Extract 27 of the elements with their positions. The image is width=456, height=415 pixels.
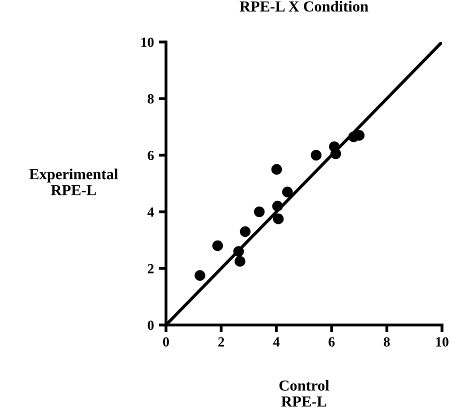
y-tick-label: 0: [148, 320, 154, 330]
y-tick-label: 2: [148, 264, 154, 274]
point: [212, 240, 223, 252]
point: [310, 150, 322, 161]
point: [234, 256, 246, 267]
x-tick-label: 0: [163, 337, 169, 347]
x-tick-label: 6: [328, 337, 335, 347]
point: [272, 214, 284, 224]
x-tick-label: 10: [436, 337, 448, 347]
y-tick-label: 6: [148, 150, 154, 160]
chart-title: RPE-L X Condition: [240, 0, 368, 12]
point: [282, 186, 293, 198]
point: [233, 246, 244, 257]
x-tick-label: 2: [218, 337, 224, 346]
point: [240, 226, 251, 237]
x-tick-label: 8: [384, 337, 390, 347]
y-tick-label: 8: [148, 94, 154, 104]
y-tick-label: 4: [147, 207, 154, 217]
point: [271, 164, 282, 175]
point: [330, 148, 342, 160]
y-axis-title: Experimental RPE-L: [29, 168, 118, 196]
point: [194, 270, 206, 281]
y-tick-label: 10: [141, 38, 154, 47]
point: [254, 206, 265, 218]
point: [272, 200, 283, 212]
x-axis-title: Control RPE-L: [279, 380, 330, 407]
x-tick-label: 4: [273, 337, 280, 346]
